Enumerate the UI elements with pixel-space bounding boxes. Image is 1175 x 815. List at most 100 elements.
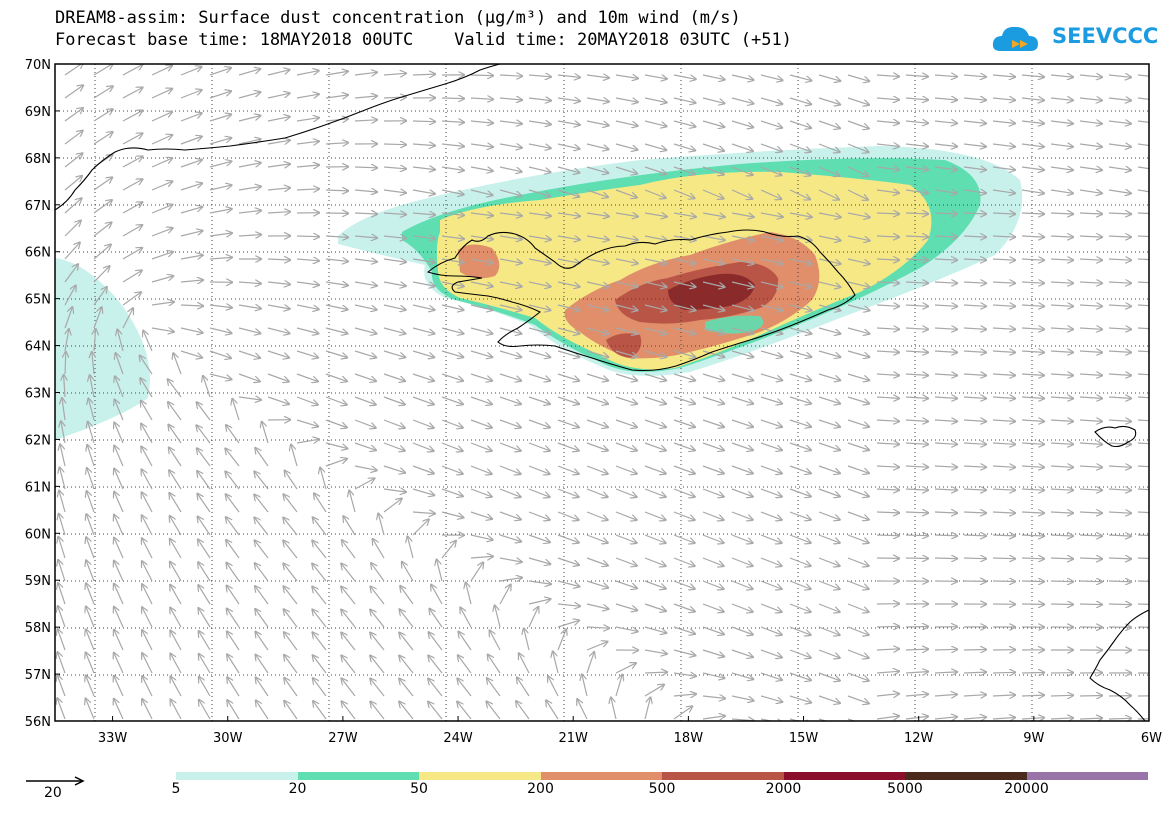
wind-vector [122,157,142,168]
wind-vector [992,489,1015,490]
wind-vector [1108,718,1131,719]
lat-label-60N: 60N [25,527,51,542]
wind-vector [905,716,928,719]
wind-vector [528,213,551,216]
wind-vector [180,67,201,76]
wind-vector [731,580,753,589]
wind-vector [457,702,472,720]
wind-vector [528,75,551,77]
wind-vector [1050,351,1073,352]
lon-label-6W: 6W [1141,731,1162,746]
wind-vector [114,653,124,674]
wind-vector [197,402,211,421]
wind-vector [325,327,347,334]
wind-vector [354,213,377,214]
wind-vector [325,236,348,237]
wind-vector [528,442,550,451]
wind-vector [615,373,637,381]
wind-vector [557,304,579,310]
wind-vector [615,603,637,610]
wind-vector [267,140,290,144]
wind-vector [441,259,464,263]
wind-vector [760,557,782,566]
wind-vector [702,580,724,589]
wind-vector [876,351,899,352]
wind-vector [412,327,434,334]
wind-vector [370,679,385,697]
wind-vector [226,425,240,444]
wind-vector [283,541,298,559]
wind-vector [1108,121,1131,124]
wind-vector [528,166,550,172]
wind-vector [586,189,608,197]
wind-vector [644,166,666,174]
wind-vector [238,69,260,76]
lat-label-68N: 68N [25,152,51,167]
wind-vector [296,327,318,334]
wind-vector [528,281,551,287]
wind-vector [238,305,261,309]
wind-vector [1050,558,1073,559]
wind-vector [470,350,492,357]
wind-vector [644,327,666,334]
wind-vector [731,350,753,357]
wind-vector [876,328,899,329]
wind-vector [644,580,666,589]
wind-vector [349,491,356,513]
wind-vector [586,75,609,78]
wind-vector [528,121,551,124]
wind-vector [142,699,153,720]
wind-vector [93,245,111,260]
wind-vector [199,654,211,674]
wind-vector [644,685,664,697]
wind-vector [1137,718,1149,720]
wind-vector [86,537,95,559]
wind-vector [1021,489,1044,490]
wind-vector [673,442,695,450]
wind-vector [122,225,142,237]
wind-vector [876,167,899,170]
lat-lon-grid [55,64,1149,721]
wind-vector [267,350,289,358]
wind-vector [760,603,782,612]
wind-vector [731,258,754,264]
wind-vector [673,120,695,127]
wind-vector [528,396,550,404]
wind-vector [142,630,153,651]
wind-vector [553,652,559,674]
wind-vector [341,587,356,605]
wind-vector [143,331,153,352]
wind-vector [1021,167,1044,170]
wind-vector [731,626,753,635]
wind-vector [876,121,899,123]
wind-vector [291,445,298,467]
wind-vector [399,633,414,651]
wind-vector [354,282,377,286]
wind-vector [470,75,493,76]
wind-vector [760,442,782,450]
lat-label-58N: 58N [25,621,51,636]
wind-vector [412,236,435,239]
wind-vector [93,86,113,99]
colorbar-swatch [176,772,298,780]
wind-vector [615,258,638,263]
wind-vector [789,672,811,680]
wind-vector [151,181,172,191]
wind-vector [615,465,637,474]
wind-vector [470,167,493,171]
wind-vector [789,695,811,703]
wind-vector [586,419,608,427]
wind-vector [180,350,202,358]
wind-vector [528,327,550,334]
wind-vector [255,541,269,559]
wind-vector [731,143,753,151]
wind-vector [1050,443,1073,444]
wind-vector [142,584,153,605]
wind-vector [760,235,783,240]
wind-vector [86,561,95,582]
wind-vector [615,143,637,150]
wind-vector [499,442,521,451]
wind-vector [256,678,269,697]
wind-vector [673,603,695,612]
wind-vector [934,397,957,398]
